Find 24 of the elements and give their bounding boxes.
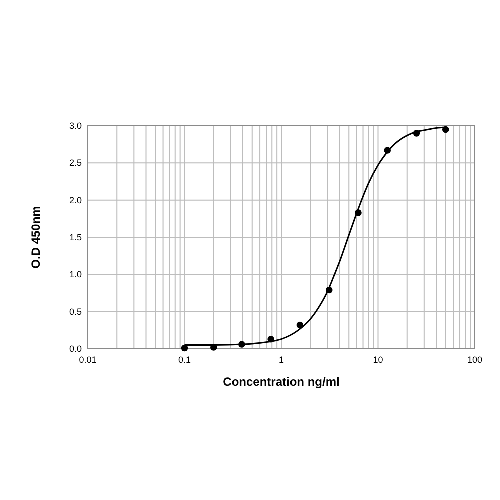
y-tick-label: 1.5 <box>69 232 82 242</box>
y-tick-label: 0.5 <box>69 306 82 317</box>
x-tick-label: 100 <box>467 355 483 365</box>
y-tick-label: 3.0 <box>69 121 82 131</box>
x-tick-label: 0.01 <box>79 355 97 365</box>
x-tick-label: 10 <box>373 355 384 365</box>
point <box>238 341 246 348</box>
point <box>384 147 392 154</box>
point <box>326 286 333 294</box>
point <box>413 130 420 137</box>
x-tick-label: 0.1 <box>178 355 192 365</box>
point <box>181 344 188 352</box>
x-axis-title: Concentration ng/ml <box>223 375 340 389</box>
point <box>268 336 274 343</box>
y-tick-label: 2.0 <box>69 195 82 206</box>
x-tick-label: 1 <box>278 355 284 365</box>
point <box>210 344 218 351</box>
point <box>355 210 362 216</box>
y-tick-label: 0.0 <box>69 344 82 354</box>
y-tick-label: 2.5 <box>69 158 82 168</box>
point <box>442 126 450 134</box>
point <box>296 322 304 329</box>
y-tick-label: 1.0 <box>69 270 82 280</box>
y-axis-title: O.D 450nm <box>29 206 43 269</box>
